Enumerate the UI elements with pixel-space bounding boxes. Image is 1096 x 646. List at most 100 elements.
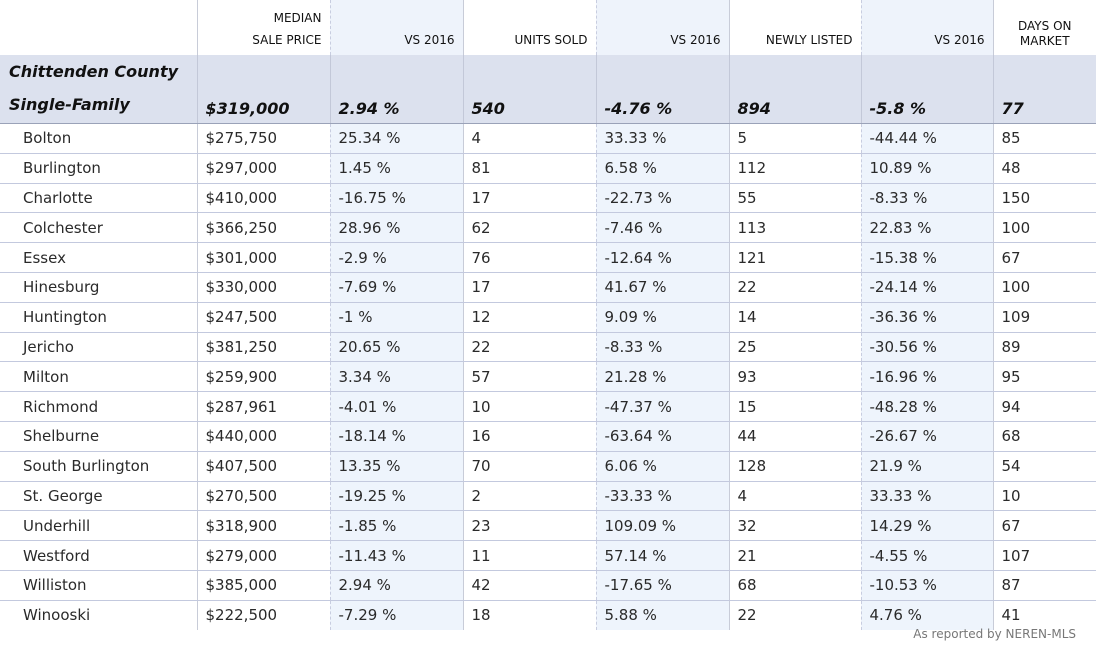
- vs-2016-units-cell: -63.64 %: [595, 421, 729, 452]
- days-on-market-cell: 107: [992, 540, 1096, 571]
- median-sale-price-cell: $222,500: [196, 600, 330, 631]
- vs-2016-price-cell: 20.65 %: [329, 332, 463, 363]
- days-on-market-cell: 54: [992, 451, 1096, 482]
- median-sale-price-cell: $318,900: [196, 510, 330, 542]
- vs-2016-listed-cell: 14.29 %: [860, 510, 993, 542]
- vs-2016-units-cell: -7.46 %: [595, 212, 729, 244]
- table-row: Milton $259,900 3.34 % 57 21.28 % 93 -16.96 % 9…: [0, 361, 1096, 393]
- header-days-line1: DAYS ON: [1018, 19, 1072, 33]
- vs-2016-listed-cell: 21.9 %: [860, 451, 993, 482]
- units-sold-cell: 11: [462, 540, 596, 571]
- vs-2016-listed-cell: -44.44 %: [860, 123, 993, 154]
- newly-listed-cell: 128: [728, 451, 861, 482]
- vs-2016-price-cell: -19.25 %: [329, 481, 463, 512]
- days-on-market-cell: 85: [992, 123, 1096, 154]
- newly-listed-cell: 93: [728, 361, 861, 393]
- days-on-market-cell: 109: [992, 302, 1096, 333]
- median-sale-price-cell: $301,000: [196, 242, 330, 273]
- days-on-market-cell: 100: [992, 272, 1096, 303]
- table-row: South Burlington $407,500 13.35 % 70 6.06 % 1…: [0, 451, 1096, 482]
- vs-2016-listed-cell: 22.83 %: [860, 212, 993, 244]
- summary-units: 540: [462, 55, 596, 124]
- town-name-cell: Shelburne: [0, 421, 197, 452]
- units-sold-cell: 57: [462, 361, 596, 393]
- newly-listed-cell: 121: [728, 242, 861, 273]
- days-on-market-cell: 67: [992, 242, 1096, 273]
- header-days-on-market: DAYS ON MARKET: [992, 0, 1096, 55]
- vs-2016-units-cell: -33.33 %: [595, 481, 729, 512]
- units-sold-cell: 17: [462, 272, 596, 303]
- header-blank: [0, 0, 197, 55]
- summary-vs-units: -4.76 %: [595, 55, 729, 124]
- vs-2016-price-cell: -1 %: [329, 302, 463, 333]
- header-median-line1: MEDIAN: [273, 11, 322, 25]
- vs-2016-units-cell: -17.65 %: [595, 570, 729, 601]
- newly-listed-cell: 5: [728, 123, 861, 154]
- units-sold-cell: 81: [462, 153, 596, 184]
- vs-2016-listed-cell: -8.33 %: [860, 183, 993, 214]
- town-name-cell: Huntington: [0, 302, 197, 333]
- vs-2016-listed-cell: -26.67 %: [860, 421, 993, 452]
- town-name-cell: Milton: [0, 361, 197, 393]
- days-on-market-cell: 100: [992, 212, 1096, 244]
- median-sale-price-cell: $297,000: [196, 153, 330, 184]
- median-sale-price-cell: $279,000: [196, 540, 330, 571]
- town-name-cell: Westford: [0, 540, 197, 571]
- table-row: Charlotte $410,000 -16.75 % 17 -22.73 % 55 -8.…: [0, 183, 1096, 214]
- median-sale-price-cell: $330,000: [196, 272, 330, 303]
- summary-listed: 894: [728, 55, 861, 124]
- median-sale-price-cell: $440,000: [196, 421, 330, 452]
- days-on-market-cell: 89: [992, 332, 1096, 363]
- summary-label-line2: Single-Family: [9, 95, 130, 114]
- table-row: Bolton $275,750 25.34 % 4 33.33 % 5 -44.44 % 85: [0, 123, 1096, 154]
- vs-2016-units-cell: 109.09 %: [595, 510, 729, 542]
- newly-listed-cell: 21: [728, 540, 861, 571]
- days-on-market-cell: 68: [992, 421, 1096, 452]
- median-sale-price-cell: $385,000: [196, 570, 330, 601]
- header-days-line2: MARKET: [1019, 34, 1070, 48]
- table-row: Hinesburg $330,000 -7.69 % 17 41.67 % 22 -24.1…: [0, 272, 1096, 303]
- newly-listed-cell: 44: [728, 421, 861, 452]
- vs-2016-units-cell: 33.33 %: [595, 123, 729, 154]
- vs-2016-price-cell: 2.94 %: [329, 570, 463, 601]
- table-row: Williston $385,000 2.94 % 42 -17.65 % 68 -10.5…: [0, 570, 1096, 601]
- vs-2016-listed-cell: -10.53 %: [860, 570, 993, 601]
- header-median-line2: SALE PRICE: [252, 33, 322, 47]
- median-sale-price-cell: $270,500: [196, 481, 330, 512]
- vs-2016-price-cell: -7.29 %: [329, 600, 463, 631]
- header-vs-2016-price: VS 2016: [329, 0, 463, 55]
- vs-2016-price-cell: -11.43 %: [329, 540, 463, 571]
- newly-listed-cell: 4: [728, 481, 861, 512]
- source-credit: As reported by NEREN-MLS: [913, 627, 1076, 641]
- vs-2016-price-cell: -2.9 %: [329, 242, 463, 273]
- vs-2016-units-cell: 6.58 %: [595, 153, 729, 184]
- vs-2016-price-cell: 28.96 %: [329, 212, 463, 244]
- summary-label: Chittenden County Single-Family: [0, 55, 197, 124]
- town-name-cell: Jericho: [0, 332, 197, 363]
- units-sold-cell: 17: [462, 183, 596, 214]
- summary-row: Chittenden County Single-Family $319,000…: [0, 55, 1096, 124]
- vs-2016-listed-cell: -48.28 %: [860, 391, 993, 422]
- newly-listed-cell: 25: [728, 332, 861, 363]
- table-row: Jericho $381,250 20.65 % 22 -8.33 % 25 -30.56 …: [0, 332, 1096, 363]
- vs-2016-price-cell: -1.85 %: [329, 510, 463, 542]
- newly-listed-cell: 68: [728, 570, 861, 601]
- vs-2016-listed-cell: -15.38 %: [860, 242, 993, 273]
- table-row: Shelburne $440,000 -18.14 % 16 -63.64 % 44 -26…: [0, 421, 1096, 452]
- town-name-cell: Hinesburg: [0, 272, 197, 303]
- days-on-market-cell: 48: [992, 153, 1096, 184]
- table-row: Essex $301,000 -2.9 % 76 -12.64 % 121 -15.38 %…: [0, 242, 1096, 273]
- town-name-cell: Bolton: [0, 123, 197, 154]
- days-on-market-cell: 150: [992, 183, 1096, 214]
- summary-median: $319,000: [196, 55, 330, 124]
- vs-2016-listed-cell: -16.96 %: [860, 361, 993, 393]
- units-sold-cell: 22: [462, 332, 596, 363]
- median-sale-price-cell: $287,961: [196, 391, 330, 422]
- town-name-cell: St. George: [0, 481, 197, 512]
- vs-2016-price-cell: -16.75 %: [329, 183, 463, 214]
- vs-2016-units-cell: 9.09 %: [595, 302, 729, 333]
- header-median-sale-price: MEDIAN SALE PRICE: [196, 0, 330, 55]
- vs-2016-price-cell: -4.01 %: [329, 391, 463, 422]
- vs-2016-price-cell: -18.14 %: [329, 421, 463, 452]
- newly-listed-cell: 15: [728, 391, 861, 422]
